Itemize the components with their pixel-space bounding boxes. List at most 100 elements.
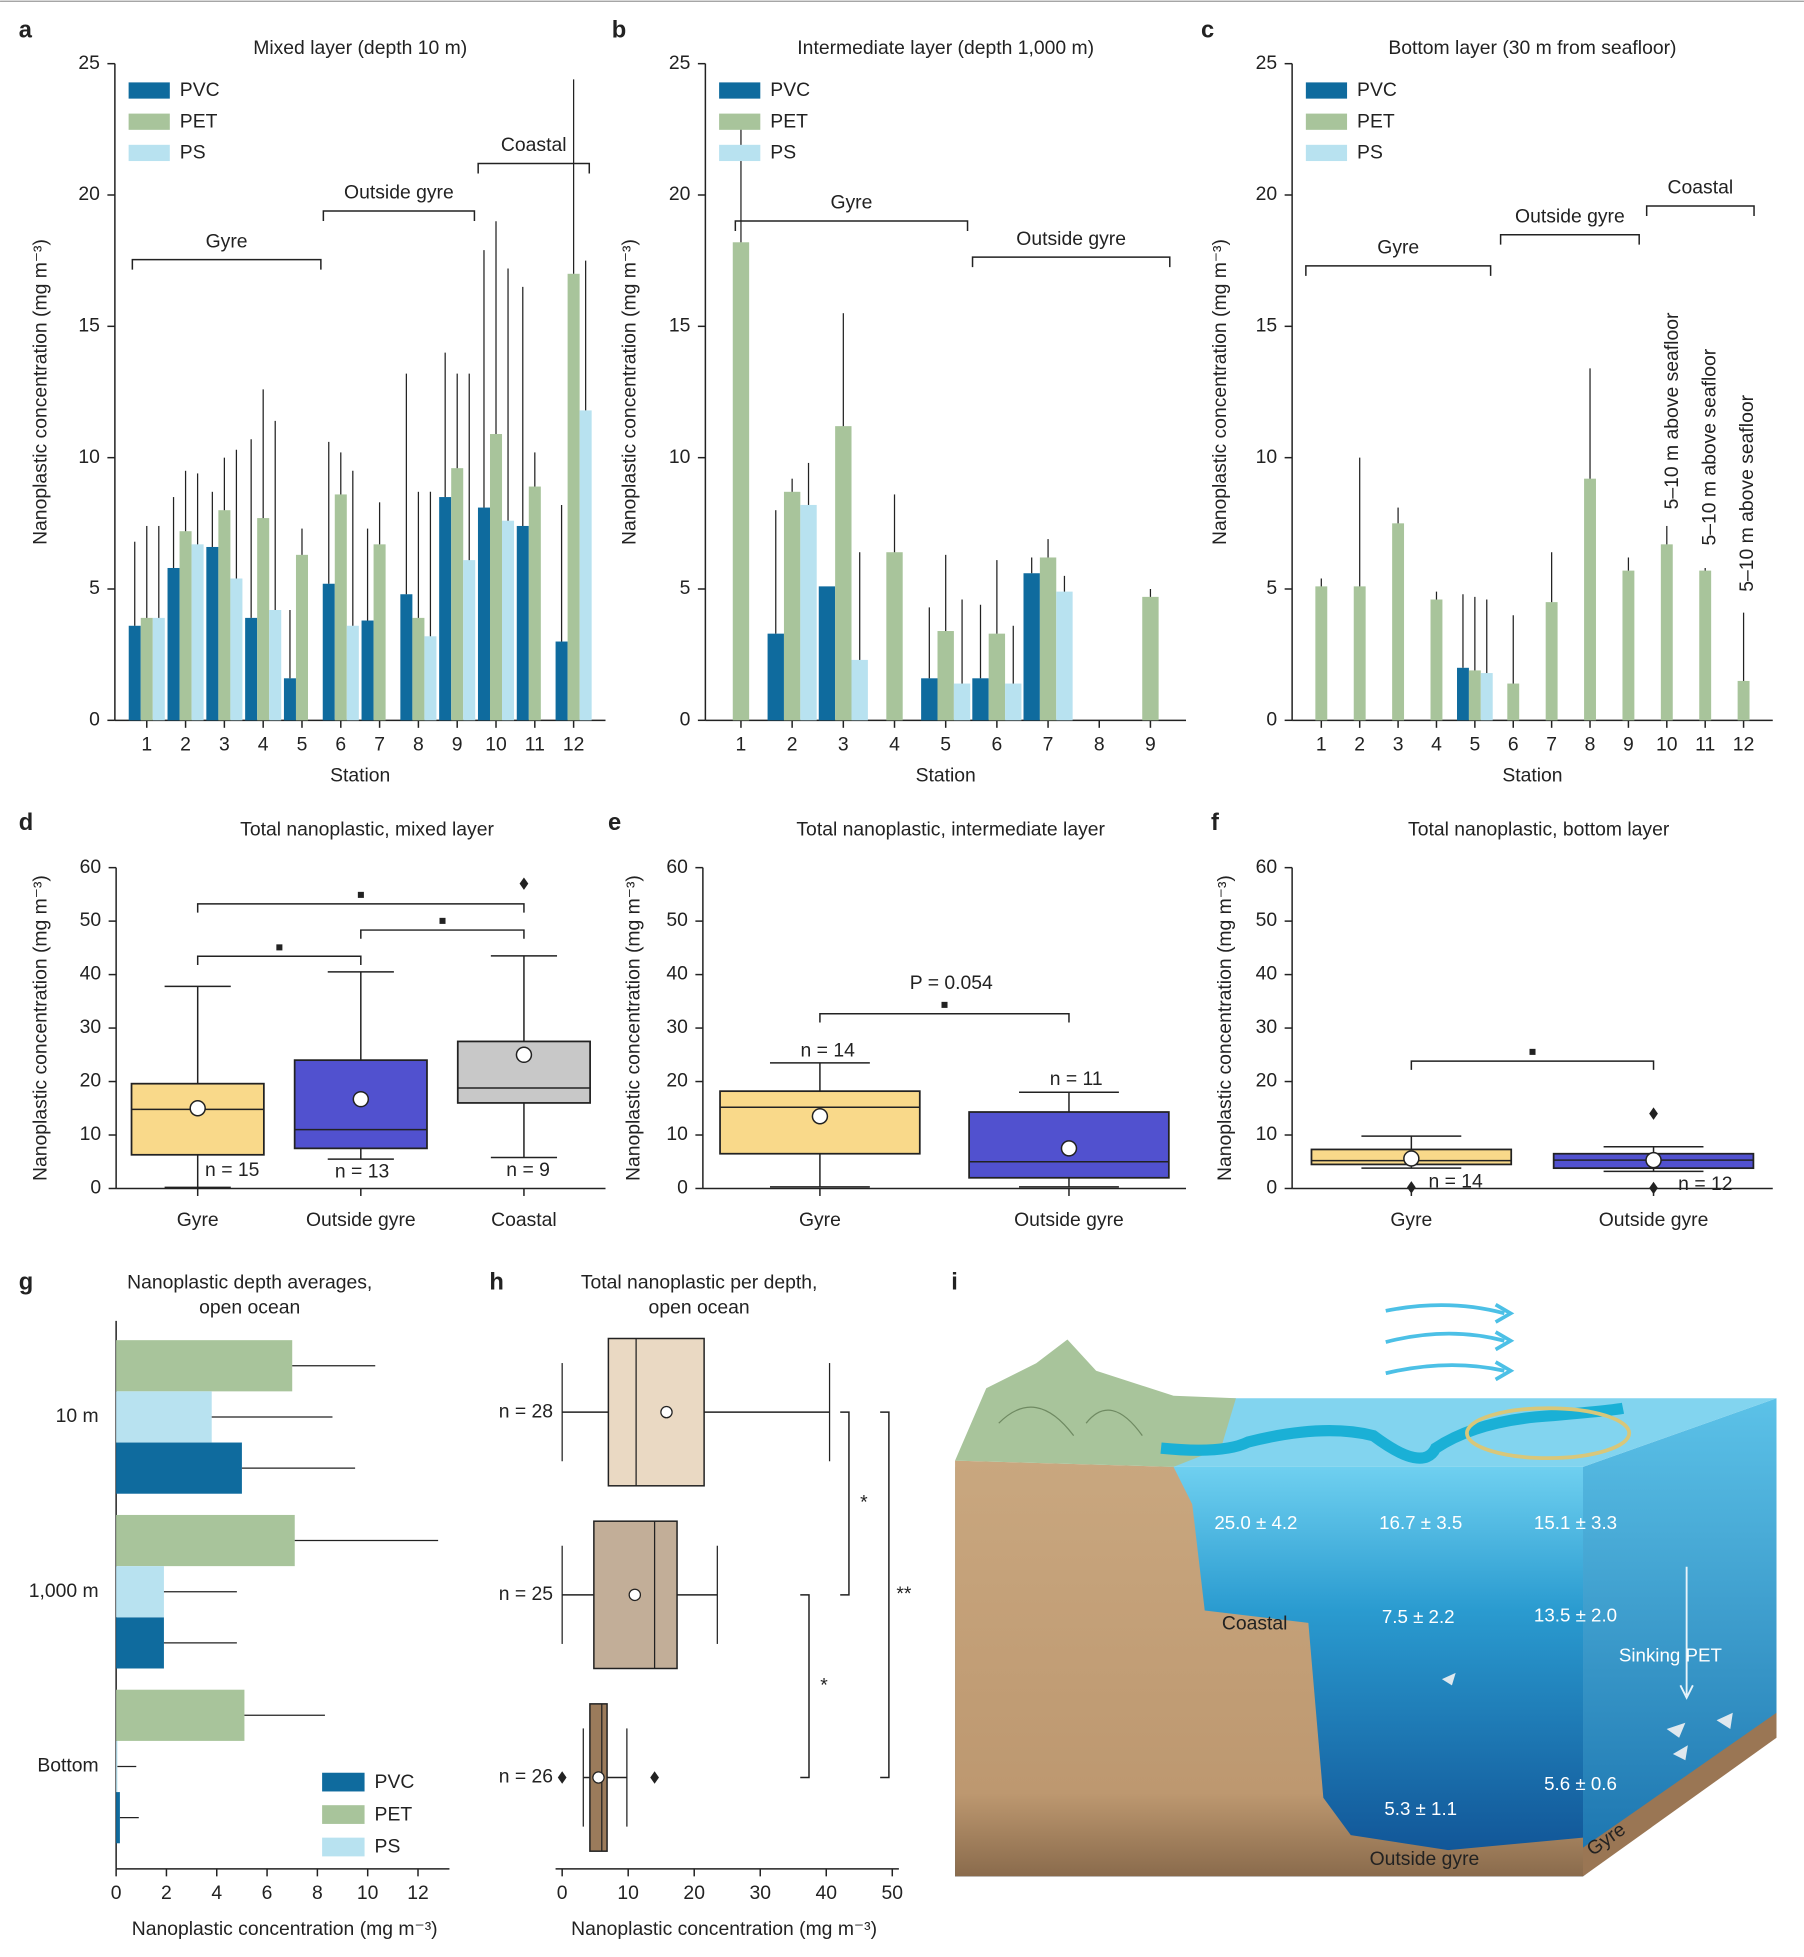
significance-marker: ** bbox=[896, 1583, 912, 1605]
legend-swatch bbox=[322, 1772, 365, 1792]
bar bbox=[835, 426, 852, 721]
bar bbox=[295, 554, 308, 721]
legend-swatch bbox=[128, 144, 170, 162]
bar bbox=[116, 1689, 245, 1741]
legend-label: PVC bbox=[180, 79, 220, 101]
chart-title: Mixed layer (depth 10 m) bbox=[253, 37, 467, 59]
bar bbox=[116, 1340, 293, 1392]
bar bbox=[1005, 683, 1022, 721]
y-tick-label: 50 bbox=[80, 909, 102, 931]
x-tick-label: 12 bbox=[1733, 733, 1755, 755]
mean-marker bbox=[1403, 1150, 1420, 1167]
significance-bracket bbox=[840, 1411, 850, 1596]
bar bbox=[972, 678, 989, 721]
x-tick-label: 5 bbox=[940, 733, 951, 755]
bar bbox=[424, 636, 437, 721]
legend-label: PET bbox=[770, 110, 808, 132]
bar bbox=[1142, 596, 1159, 721]
y-tick-label: 20 bbox=[669, 183, 691, 205]
y-tick-label: 10 bbox=[78, 446, 100, 468]
outlier bbox=[519, 877, 529, 890]
y-tick-label: 25 bbox=[669, 52, 691, 74]
n-label: n = 9 bbox=[506, 1159, 550, 1181]
bar bbox=[1039, 557, 1057, 721]
group-label: Gyre bbox=[830, 192, 872, 214]
group-bracket bbox=[131, 258, 322, 270]
panel-letter: c bbox=[1201, 17, 1214, 43]
y-tick-label: 5 bbox=[89, 577, 100, 599]
x-tick-label: 3 bbox=[219, 733, 230, 755]
bar bbox=[1507, 683, 1520, 721]
chart-title: open ocean bbox=[199, 1296, 300, 1318]
bar bbox=[116, 1566, 164, 1618]
bar bbox=[1315, 586, 1328, 721]
y-tick-label: 30 bbox=[666, 1016, 688, 1038]
bar bbox=[818, 586, 836, 721]
significance-marker: ■ bbox=[439, 914, 447, 928]
bar bbox=[206, 546, 219, 721]
panel-letter: d bbox=[19, 810, 33, 836]
significance-bracket bbox=[800, 1594, 810, 1779]
significance-bracket bbox=[360, 929, 525, 939]
group-bracket bbox=[477, 162, 591, 174]
mean-marker bbox=[660, 1405, 673, 1419]
bar bbox=[1660, 544, 1673, 721]
bar bbox=[439, 497, 452, 721]
y-axis-label: Nanoplastic concentration (mg m⁻³) bbox=[29, 239, 51, 545]
significance-marker: ■ bbox=[357, 887, 365, 901]
y-tick-label: 1,000 m bbox=[29, 1580, 99, 1602]
group-bracket bbox=[1305, 265, 1492, 276]
annotation: 5–10 m above seafloor bbox=[1698, 348, 1720, 545]
bar bbox=[283, 678, 296, 721]
chart-title: Total nanoplastic, bottom layer bbox=[1408, 818, 1670, 840]
y-tick-label: 25 bbox=[78, 52, 100, 74]
x-axis-label: Station bbox=[330, 765, 390, 787]
legend-swatch bbox=[322, 1837, 365, 1857]
bar bbox=[502, 520, 515, 721]
significance-marker: ■ bbox=[275, 940, 283, 954]
y-tick-label: 0 bbox=[680, 708, 691, 730]
x-tick-label: 3 bbox=[838, 733, 849, 755]
y-tick-label: 60 bbox=[80, 856, 102, 878]
n-label: n = 28 bbox=[499, 1400, 553, 1422]
y-tick-label: 30 bbox=[80, 1016, 102, 1038]
chart-title: Total nanoplastic, intermediate layer bbox=[796, 818, 1105, 840]
x-tick-label: 2 bbox=[161, 1882, 172, 1904]
x-tick-label: 2 bbox=[180, 733, 191, 755]
y-tick-label: 0 bbox=[89, 708, 100, 730]
outlier bbox=[1649, 1181, 1658, 1195]
bar bbox=[555, 641, 568, 721]
chart-title: Nanoplastic depth averages, bbox=[127, 1271, 372, 1293]
annotation: P = 0.054 bbox=[910, 972, 993, 994]
bar bbox=[334, 494, 347, 721]
x-tick-label: 11 bbox=[1695, 733, 1715, 755]
y-tick-label: 20 bbox=[666, 1070, 688, 1092]
x-tick-label: 8 bbox=[413, 733, 424, 755]
group-bracket bbox=[971, 256, 1171, 268]
y-tick-label: 10 bbox=[666, 1123, 688, 1145]
bar bbox=[516, 525, 529, 721]
bar bbox=[191, 544, 204, 721]
y-axis-label: Nanoplastic concentration (mg m⁻³) bbox=[29, 875, 51, 1181]
group-label: Gyre bbox=[206, 230, 248, 252]
bar bbox=[140, 617, 153, 721]
x-tick-label: Coastal bbox=[491, 1209, 557, 1231]
box bbox=[130, 1082, 265, 1156]
bar bbox=[463, 560, 476, 721]
y-tick-label: 10 bbox=[80, 1123, 102, 1145]
y-tick-label: 60 bbox=[1256, 856, 1278, 878]
y-tick-label: 10 bbox=[1256, 1123, 1278, 1145]
annotation: 5–10 m above seafloor bbox=[1661, 312, 1683, 509]
diagram-label: Outside gyre bbox=[1370, 1848, 1480, 1870]
y-tick-label: 25 bbox=[1256, 52, 1278, 74]
y-tick-label: 10 m bbox=[56, 1405, 99, 1427]
n-label: n = 12 bbox=[1678, 1173, 1732, 1195]
bar bbox=[1584, 478, 1596, 721]
n-label: n = 14 bbox=[801, 1039, 856, 1061]
legend-swatch bbox=[1305, 82, 1348, 99]
y-axis-label: Nanoplastic concentration (mg m⁻³) bbox=[619, 239, 641, 545]
y-tick-label: 10 bbox=[1256, 446, 1278, 468]
mean-marker bbox=[811, 1108, 829, 1125]
bar bbox=[451, 468, 464, 721]
diagram-label: Coastal bbox=[1222, 1612, 1288, 1634]
